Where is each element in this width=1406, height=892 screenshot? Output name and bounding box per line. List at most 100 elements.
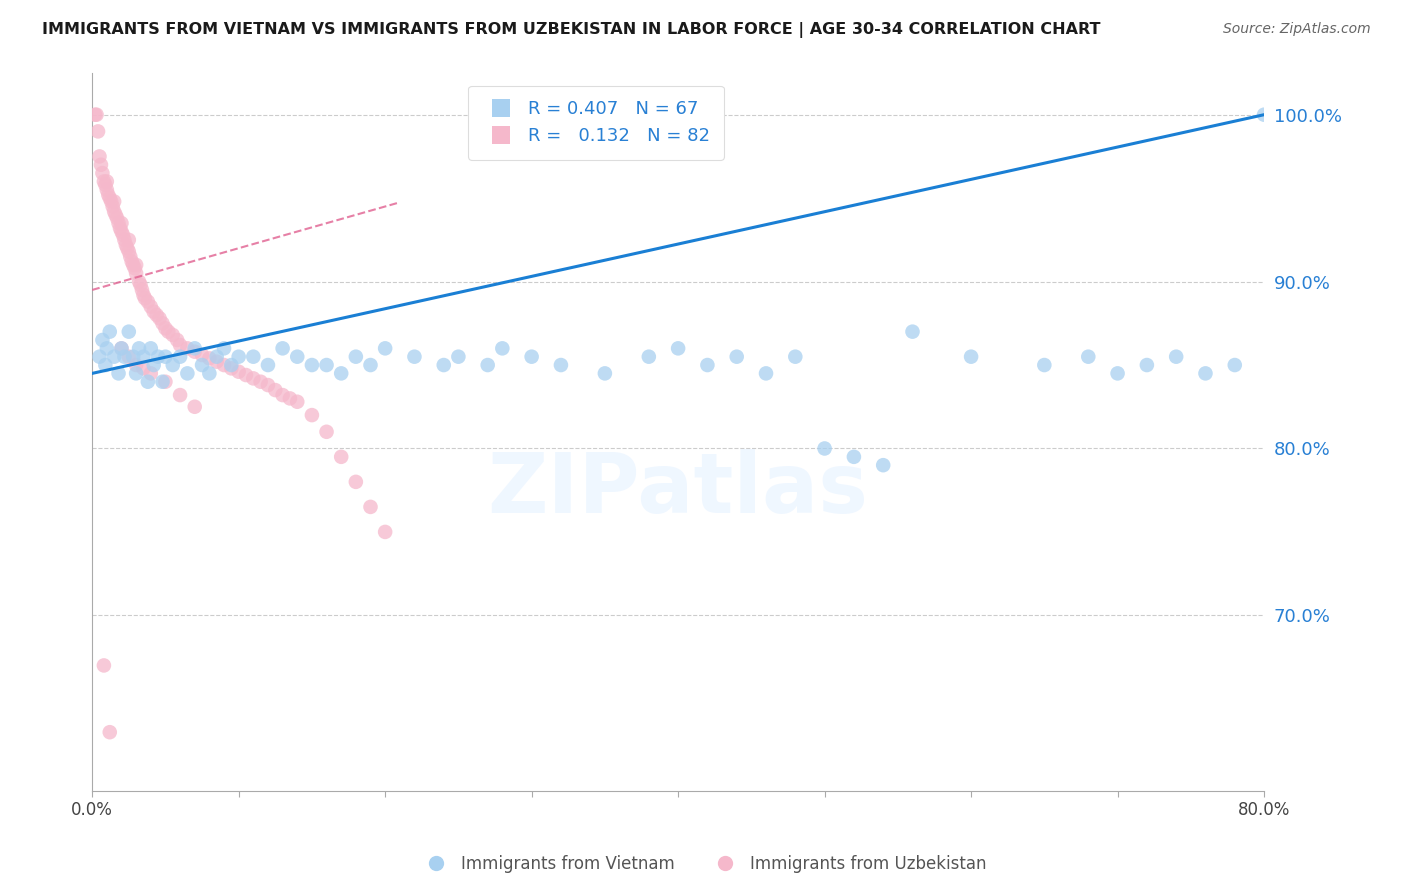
Text: Source: ZipAtlas.com: Source: ZipAtlas.com <box>1223 22 1371 37</box>
Point <box>101 199 124 213</box>
Point <box>162 328 184 343</box>
Text: IMMIGRANTS FROM VIETNAM VS IMMIGRANTS FROM UZBEKISTAN IN LABOR FORCE | AGE 30-34: IMMIGRANTS FROM VIETNAM VS IMMIGRANTS FR… <box>42 22 1101 38</box>
Point <box>183 344 205 359</box>
Point <box>198 351 221 366</box>
Point <box>157 325 180 339</box>
Legend: Immigrants from Vietnam, Immigrants from Uzbekistan: Immigrants from Vietnam, Immigrants from… <box>413 848 993 880</box>
Point <box>344 350 367 364</box>
Point <box>301 408 323 422</box>
Point <box>145 308 167 322</box>
Point <box>285 394 308 409</box>
Point <box>107 367 129 381</box>
Point <box>755 367 778 381</box>
Point <box>191 358 214 372</box>
Point <box>142 358 165 372</box>
Point <box>146 350 169 364</box>
Point <box>93 658 115 673</box>
Point <box>110 225 132 239</box>
Point <box>124 261 146 276</box>
Point <box>118 325 141 339</box>
Point <box>115 238 138 252</box>
Point <box>125 367 148 381</box>
Point <box>360 500 382 514</box>
Point <box>183 342 205 356</box>
Point <box>125 258 148 272</box>
Point <box>242 350 264 364</box>
Point <box>86 108 108 122</box>
Point <box>125 358 148 372</box>
Point <box>278 392 301 406</box>
Point <box>374 524 396 539</box>
Point <box>960 350 983 364</box>
Point <box>108 221 131 235</box>
Point <box>131 283 153 297</box>
Point <box>162 358 184 372</box>
Point <box>872 458 894 472</box>
Point <box>198 367 221 381</box>
Point <box>104 208 127 222</box>
Point <box>221 361 243 376</box>
Point <box>122 258 145 272</box>
Point <box>785 350 807 364</box>
Point <box>257 378 280 392</box>
Point <box>271 388 294 402</box>
Legend: R = 0.407   N = 67, R =   0.132   N = 82: R = 0.407 N = 67, R = 0.132 N = 82 <box>468 86 724 160</box>
Point <box>155 350 177 364</box>
Point <box>235 368 257 382</box>
Point <box>94 358 117 372</box>
Point <box>520 350 543 364</box>
Point <box>344 475 367 489</box>
Point <box>374 342 396 356</box>
Point <box>330 450 353 464</box>
Point <box>228 365 250 379</box>
Point <box>91 333 114 347</box>
Point <box>96 174 118 188</box>
Point <box>91 166 114 180</box>
Point <box>139 367 162 381</box>
Point <box>477 358 499 372</box>
Point <box>98 325 121 339</box>
Point <box>155 321 177 335</box>
Point <box>110 342 132 356</box>
Point <box>176 342 198 356</box>
Point <box>433 358 456 372</box>
Point <box>166 333 188 347</box>
Point <box>1166 350 1188 364</box>
Point <box>205 350 228 364</box>
Point <box>132 288 155 302</box>
Point <box>404 350 426 364</box>
Point <box>103 194 125 209</box>
Point <box>112 233 135 247</box>
Point <box>212 358 235 372</box>
Point <box>132 350 155 364</box>
Text: ZIPatlas: ZIPatlas <box>488 449 869 530</box>
Point <box>125 266 148 280</box>
Point <box>155 375 177 389</box>
Point <box>315 358 337 372</box>
Point <box>148 311 170 326</box>
Point <box>257 358 280 372</box>
Point <box>315 425 337 439</box>
Point <box>136 375 159 389</box>
Point <box>118 244 141 259</box>
Point <box>139 300 162 314</box>
Point <box>1223 358 1246 372</box>
Point <box>169 350 191 364</box>
Point <box>90 158 112 172</box>
Point <box>103 350 125 364</box>
Point <box>93 174 115 188</box>
Point <box>152 375 174 389</box>
Point <box>360 358 382 372</box>
Point <box>169 338 191 352</box>
Point <box>98 191 121 205</box>
Point <box>491 342 513 356</box>
Point <box>1194 367 1216 381</box>
Point <box>221 358 243 372</box>
Point <box>205 354 228 368</box>
Point <box>666 342 689 356</box>
Point <box>637 350 659 364</box>
Point <box>1077 350 1099 364</box>
Point <box>122 350 145 364</box>
Point <box>117 241 139 255</box>
Point <box>84 108 107 122</box>
